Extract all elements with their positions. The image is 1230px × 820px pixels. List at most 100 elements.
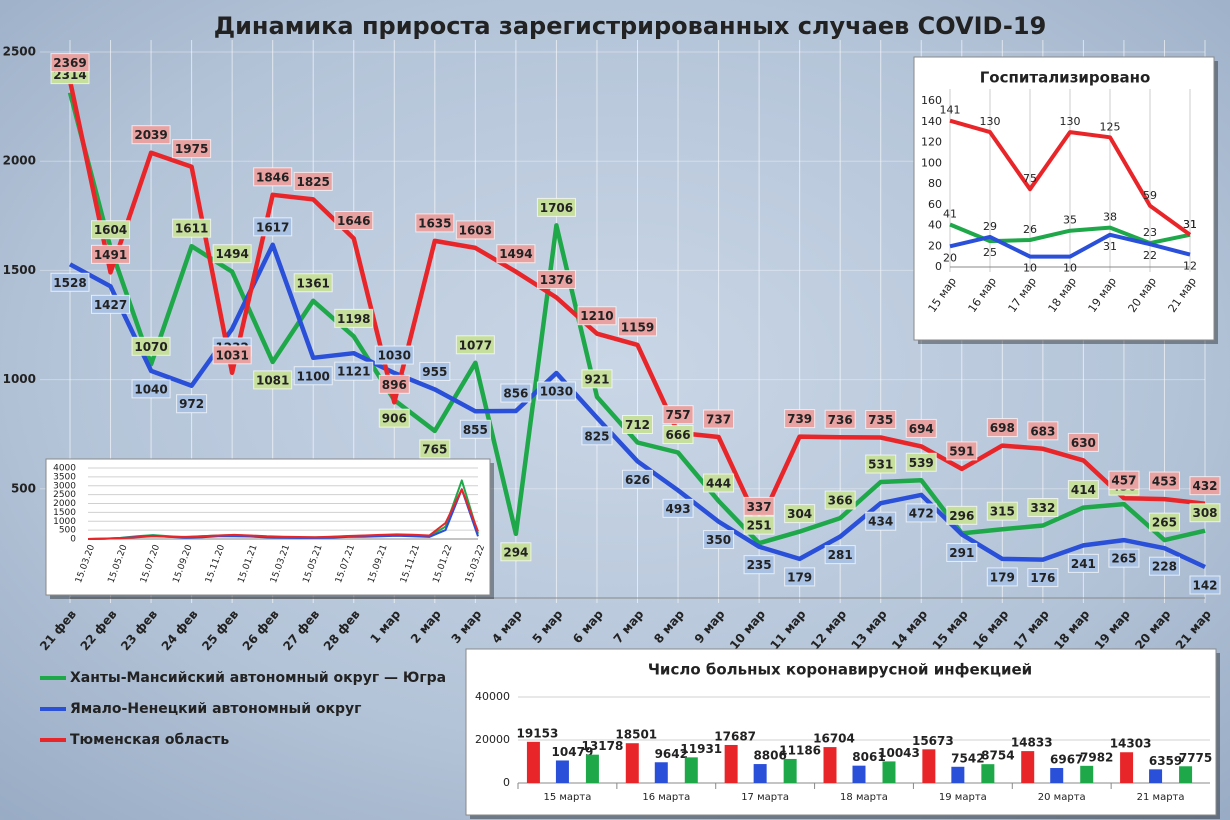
- value-label: 1603: [459, 223, 492, 237]
- x-tick-label: 21 марта: [1137, 792, 1185, 803]
- value-label-bg: [986, 567, 1018, 587]
- x-tick-label: 19 марта: [939, 792, 987, 803]
- value-label-bg: [1067, 432, 1099, 452]
- legend-label: Ямало-Ненецкий автономный округ: [70, 701, 361, 717]
- y-tick-label: 2000: [3, 154, 36, 168]
- value-label: 1975: [175, 142, 208, 156]
- bar: [1021, 751, 1035, 783]
- value-label-bg: [212, 345, 252, 365]
- value-label-bg: [50, 272, 90, 292]
- value-label-bg: [986, 418, 1018, 438]
- value-label: 10479: [552, 745, 594, 759]
- value-label: 265: [1152, 516, 1177, 530]
- value-label-bg: [293, 171, 333, 191]
- value-label: 26: [1023, 223, 1037, 236]
- value-label: 31: [1183, 218, 1197, 231]
- value-label-bg: [415, 213, 455, 233]
- value-label: 737: [706, 413, 731, 427]
- value-label-bg: [419, 439, 451, 459]
- y-tick-label: 1000: [53, 517, 76, 527]
- bar: [1149, 769, 1163, 783]
- value-label: 765: [422, 442, 447, 456]
- value-label-bg: [459, 419, 491, 439]
- chart-title: Госпитализировано: [980, 69, 1151, 87]
- value-label-bg: [500, 383, 532, 403]
- value-label: 630: [1071, 436, 1096, 450]
- value-label: 176: [1030, 571, 1055, 585]
- value-label: 16704: [813, 732, 855, 746]
- value-label: 337: [747, 500, 772, 514]
- chart-title: Динамика прироста зарегистрированных слу…: [214, 12, 1047, 40]
- value-label-bg: [455, 335, 495, 355]
- value-label-bg: [946, 505, 978, 525]
- value-label: 15673: [912, 734, 954, 748]
- value-label: 7542: [951, 751, 984, 765]
- bar: [823, 747, 837, 783]
- value-label-bg: [905, 418, 937, 438]
- value-label-bg: [1067, 480, 1099, 500]
- value-label: 11931: [680, 742, 722, 756]
- bar: [625, 743, 639, 783]
- value-label-bg: [131, 336, 171, 356]
- value-label: 921: [584, 372, 609, 386]
- value-label-bg: [581, 369, 613, 389]
- value-label: 10: [1063, 262, 1077, 275]
- value-label: 308: [1192, 506, 1217, 520]
- value-label: 130: [1060, 115, 1081, 128]
- y-tick-label: 160: [921, 94, 942, 107]
- value-label: 757: [666, 408, 691, 422]
- value-label-bg: [253, 167, 293, 187]
- value-label: 444: [706, 477, 731, 491]
- value-label-bg: [1189, 476, 1221, 496]
- y-tick-label: 20: [928, 239, 942, 252]
- series-line: [87, 488, 479, 540]
- value-label-bg: [176, 394, 208, 414]
- x-tick-label: 20 марта: [1038, 792, 1086, 803]
- value-label-bg: [581, 426, 613, 446]
- value-label: 14833: [1011, 736, 1053, 750]
- value-label-bg: [865, 409, 897, 429]
- value-label: 8754: [981, 749, 1014, 763]
- value-label-bg: [946, 441, 978, 461]
- value-label: 856: [503, 387, 528, 401]
- x-tick-label: 17 марта: [741, 792, 789, 803]
- value-label: 19153: [517, 726, 559, 740]
- value-label: 1100: [297, 369, 330, 383]
- value-label: 1635: [418, 216, 451, 230]
- y-tick-label: 2500: [53, 490, 76, 500]
- series-line: [67, 80, 1206, 527]
- value-label-bg: [253, 370, 293, 390]
- bar: [724, 744, 738, 783]
- value-label: 1159: [621, 320, 654, 334]
- value-label: 414: [1071, 483, 1096, 497]
- value-label-bg: [374, 345, 414, 365]
- value-label: 712: [625, 418, 650, 432]
- x-tick-label: 18 марта: [840, 792, 888, 803]
- value-label: 291: [949, 546, 974, 560]
- value-label: 130: [980, 115, 1001, 128]
- value-label: 955: [422, 365, 447, 379]
- value-label-bg: [618, 317, 657, 337]
- value-label-bg: [703, 409, 735, 429]
- value-label-bg: [293, 366, 333, 386]
- value-label: 179: [990, 570, 1015, 584]
- value-label: 241: [1071, 557, 1096, 571]
- value-label: 972: [179, 397, 204, 411]
- inset-panel: [465, 648, 1217, 816]
- value-label: 1070: [134, 340, 167, 354]
- value-label-bg: [1148, 471, 1180, 491]
- value-label: 1528: [53, 276, 86, 290]
- bar: [555, 760, 569, 783]
- value-label: 694: [909, 422, 934, 436]
- bar: [922, 749, 936, 783]
- value-label-bg: [50, 53, 90, 73]
- value-label: 10: [1023, 262, 1037, 275]
- value-label: 2039: [134, 128, 167, 142]
- value-label-bg: [378, 374, 410, 394]
- y-tick-label: 0: [503, 776, 510, 789]
- value-label: 8061: [852, 750, 885, 764]
- value-label-bg: [784, 567, 816, 587]
- value-label-bg: [1108, 470, 1140, 490]
- value-label-bg: [577, 306, 617, 326]
